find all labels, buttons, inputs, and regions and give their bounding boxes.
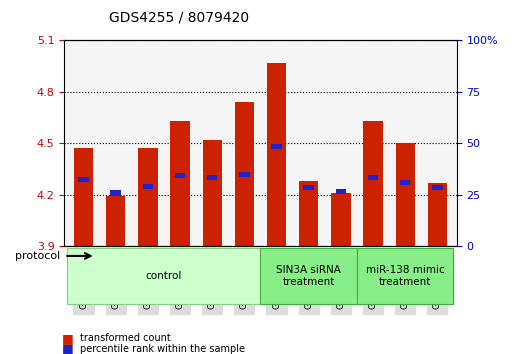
Bar bbox=[106, 196, 125, 246]
Bar bbox=[110, 190, 121, 196]
Text: SIN3A siRNA
treatment: SIN3A siRNA treatment bbox=[277, 265, 341, 287]
Bar bbox=[239, 172, 250, 177]
Bar bbox=[175, 173, 185, 178]
Text: protocol: protocol bbox=[15, 251, 61, 261]
Bar bbox=[138, 148, 157, 246]
Text: ■: ■ bbox=[62, 332, 73, 344]
FancyBboxPatch shape bbox=[67, 247, 261, 304]
Bar bbox=[207, 175, 218, 180]
Text: percentile rank within the sample: percentile rank within the sample bbox=[80, 344, 245, 354]
Text: ■: ■ bbox=[62, 342, 73, 354]
Bar bbox=[267, 63, 286, 246]
Bar bbox=[400, 180, 410, 185]
Bar bbox=[170, 121, 190, 246]
Bar bbox=[271, 144, 282, 149]
Bar bbox=[74, 148, 93, 246]
Bar bbox=[368, 175, 378, 180]
Bar bbox=[78, 177, 89, 182]
Text: miR-138 mimic
treatment: miR-138 mimic treatment bbox=[366, 265, 445, 287]
Bar bbox=[396, 143, 415, 246]
Text: GDS4255 / 8079420: GDS4255 / 8079420 bbox=[109, 11, 250, 25]
Bar bbox=[235, 102, 254, 246]
Text: transformed count: transformed count bbox=[80, 333, 170, 343]
Bar bbox=[143, 184, 153, 189]
Bar bbox=[331, 193, 350, 246]
FancyBboxPatch shape bbox=[261, 247, 357, 304]
Text: control: control bbox=[146, 271, 182, 281]
Bar bbox=[299, 181, 319, 246]
Bar bbox=[303, 185, 314, 190]
Bar bbox=[432, 185, 443, 190]
Bar bbox=[428, 183, 447, 246]
Bar bbox=[363, 121, 383, 246]
Bar bbox=[203, 140, 222, 246]
FancyBboxPatch shape bbox=[357, 247, 453, 304]
Bar bbox=[336, 189, 346, 194]
